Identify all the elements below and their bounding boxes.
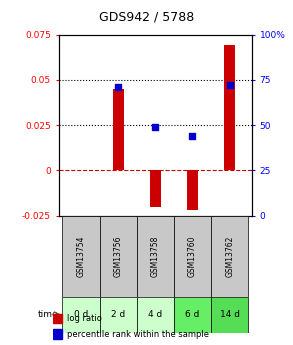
Text: 4 d: 4 d [148,310,162,319]
Text: percentile rank within the sample: percentile rank within the sample [67,330,209,339]
Bar [137,216,174,297]
Text: 14 d: 14 d [220,310,240,319]
Text: log ratio: log ratio [67,314,102,323]
Bar [113,89,124,170]
Bar [137,297,174,333]
Point [227,82,232,88]
Point [153,124,158,130]
Text: GSM13760: GSM13760 [188,235,197,277]
Text: 0 d: 0 d [74,310,88,319]
Point [190,133,195,139]
Bar [62,216,100,297]
Bar [62,297,100,333]
Bar [100,216,137,297]
Text: GSM13758: GSM13758 [151,236,160,277]
Text: GDS942 / 5788: GDS942 / 5788 [99,10,194,23]
Bar [150,170,161,207]
Text: time: time [37,310,58,319]
Bar [187,170,198,210]
Bar [100,297,137,333]
Text: GSM13754: GSM13754 [76,235,86,277]
Text: 6 d: 6 d [185,310,200,319]
Bar [53,314,62,324]
Bar [174,216,211,297]
Text: GSM13762: GSM13762 [225,236,234,277]
Bar [211,297,248,333]
Bar [53,329,62,339]
Bar [174,297,211,333]
Text: GSM13756: GSM13756 [114,235,122,277]
Text: 2 d: 2 d [111,310,125,319]
Point [116,84,120,90]
Bar [211,216,248,297]
Bar [224,46,235,170]
